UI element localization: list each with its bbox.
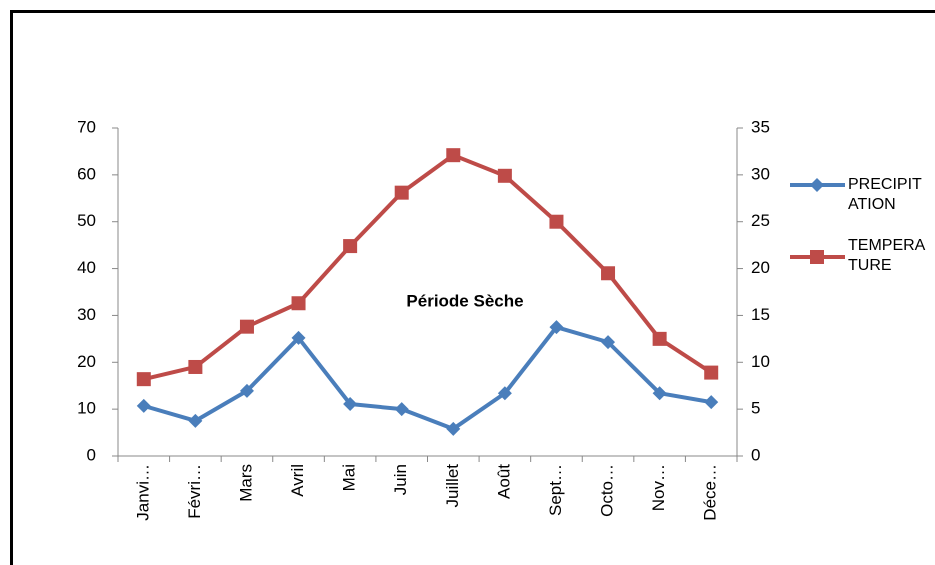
point — [446, 148, 461, 163]
y-tick-label: 30 — [77, 305, 96, 324]
point — [394, 402, 409, 417]
legend-label: TEMPERATURE — [848, 237, 926, 274]
y-tick-label: 0 — [87, 445, 96, 464]
point — [291, 296, 306, 311]
y2-tick-label: 10 — [751, 352, 770, 371]
y2-tick-label: 0 — [751, 445, 760, 464]
point — [601, 335, 616, 350]
x-tick-label: Mars — [236, 464, 255, 502]
point — [343, 396, 358, 411]
point — [652, 331, 667, 346]
point — [497, 168, 512, 183]
point — [343, 239, 358, 254]
x-tick-label: Nov… — [649, 464, 668, 511]
point — [601, 266, 616, 281]
y2-tick-label: 5 — [751, 399, 760, 418]
y2-tick-label: 30 — [751, 164, 770, 183]
y2-tick-label: 35 — [751, 117, 770, 136]
x-tick-label: Févri… — [185, 464, 204, 519]
point — [497, 386, 512, 401]
point — [652, 386, 667, 401]
x-tick-label: Mai — [340, 464, 359, 491]
x-tick-label: Juillet — [443, 464, 462, 508]
point — [810, 250, 824, 264]
annotation: Période Sèche — [406, 291, 523, 310]
y2-tick-label: 15 — [751, 305, 770, 324]
point — [704, 365, 719, 380]
y2-tick-label: 20 — [751, 258, 770, 277]
y-tick-label: 50 — [77, 211, 96, 230]
y2-tick-label: 25 — [751, 211, 770, 230]
frame — [10, 10, 935, 565]
x-tick-label: Juin — [391, 464, 410, 495]
point — [810, 178, 824, 192]
point — [188, 413, 203, 428]
point — [446, 421, 461, 436]
point — [136, 398, 151, 413]
point — [239, 319, 254, 334]
point — [394, 185, 409, 200]
x-tick-label: Sept… — [546, 464, 565, 516]
y-tick-label: 70 — [77, 117, 96, 136]
point — [291, 330, 306, 345]
series-line — [143, 325, 712, 431]
y-tick-label: 60 — [77, 164, 96, 183]
point — [188, 359, 203, 374]
point — [704, 395, 719, 410]
series-line — [143, 153, 713, 382]
y-tick-label: 40 — [77, 258, 96, 277]
point — [549, 214, 564, 229]
y-tick-label: 10 — [77, 399, 96, 418]
x-tick-label: Avril — [288, 464, 307, 497]
y-tick-label: 20 — [77, 352, 96, 371]
point — [239, 383, 254, 398]
x-tick-label: Octo… — [598, 464, 617, 517]
legend-label: PRECIPITATION — [848, 176, 922, 213]
x-tick-label: Août — [494, 464, 513, 499]
x-tick-label: Janvi… — [133, 464, 152, 521]
point — [549, 320, 564, 335]
point — [136, 372, 151, 387]
x-tick-label: Déce… — [701, 464, 720, 521]
